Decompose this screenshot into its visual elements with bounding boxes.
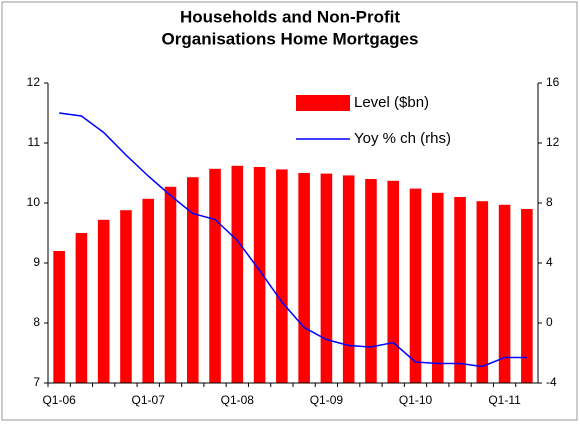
bar — [53, 251, 65, 383]
y2-tick-label: 0 — [546, 315, 553, 329]
line — [59, 112, 527, 368]
bar — [276, 169, 288, 383]
x-tick-label: Q1-11 — [488, 393, 521, 407]
legend-label: Yoy % ch (rhs) — [354, 130, 451, 147]
y-tick-label: 11 — [28, 135, 41, 149]
x-tick-label: Q1-10 — [399, 393, 433, 407]
bar — [387, 180, 400, 383]
bar — [409, 188, 422, 383]
bar — [253, 167, 266, 383]
bar — [454, 197, 466, 383]
x-tick-label: Q1-06 — [42, 393, 76, 407]
chart-title: Households and Non-Profit — [180, 7, 400, 26]
y2-tick-label: 12 — [546, 135, 560, 149]
y-tick-label: 8 — [33, 315, 40, 329]
legend-label: Level ($bn) — [354, 94, 429, 111]
bar — [209, 168, 221, 383]
bar — [431, 192, 444, 383]
y-tick-label: 12 — [27, 75, 41, 89]
bar — [320, 173, 333, 383]
bar — [164, 186, 177, 383]
y2-tick-label: 4 — [546, 255, 553, 269]
bar — [186, 177, 199, 383]
bar — [365, 179, 377, 383]
bar — [120, 210, 132, 383]
x-tick-label: Q1-08 — [221, 393, 255, 407]
y-tick-label: 10 — [27, 195, 41, 209]
legend-swatch — [296, 95, 350, 111]
bar — [476, 201, 489, 383]
bar — [521, 209, 533, 383]
x-tick-label: Q1-07 — [132, 393, 166, 407]
bar — [342, 175, 355, 383]
bar — [298, 173, 310, 383]
y2-tick-label: 16 — [546, 75, 560, 89]
chart-frame — [1, 1, 578, 421]
bar — [97, 219, 110, 383]
bar — [231, 165, 244, 383]
y2-tick-label: 8 — [546, 195, 553, 209]
y2-tick-label: -4 — [546, 375, 557, 389]
bar — [75, 233, 88, 383]
bar — [142, 198, 155, 383]
y-tick-label: 7 — [33, 375, 40, 389]
x-tick-label: Q1-09 — [310, 393, 344, 407]
chart-title: Organisations Home Mortgages — [162, 29, 419, 48]
bar — [498, 204, 511, 383]
y-tick-label: 9 — [33, 255, 40, 269]
